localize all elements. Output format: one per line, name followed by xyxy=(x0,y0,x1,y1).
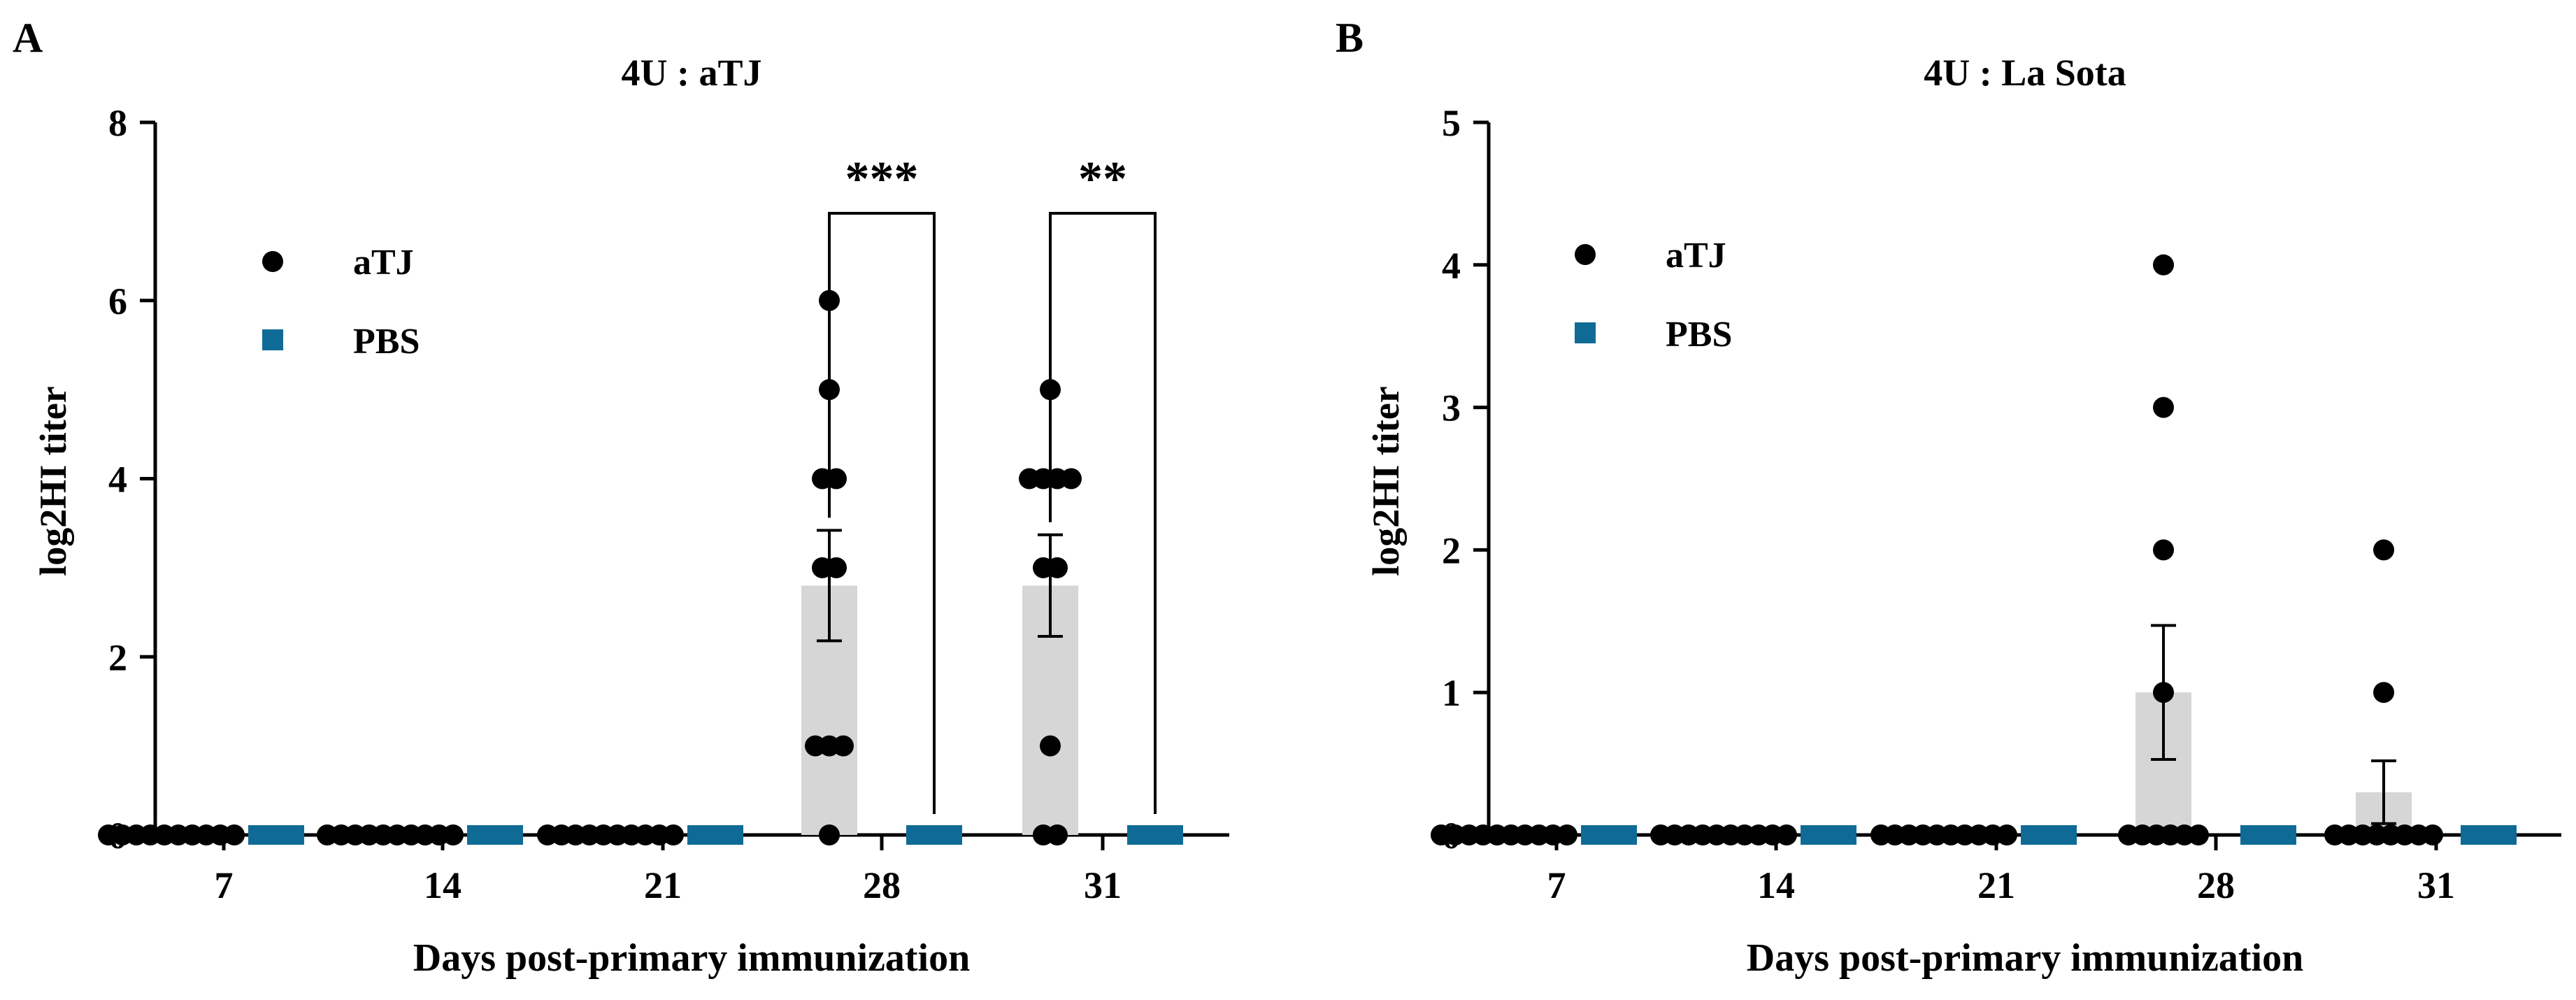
significance-bracket xyxy=(1049,212,1157,814)
panel-a-legend: aTJ PBS xyxy=(262,243,420,362)
point-atj xyxy=(443,824,464,845)
panel-a-label: A xyxy=(13,15,43,61)
legend-pbs-marker xyxy=(1575,322,1596,343)
point-atj xyxy=(826,557,847,578)
point-atj xyxy=(2153,254,2174,276)
x-tick-label: 31 xyxy=(2417,864,2455,906)
point-pbs xyxy=(1801,825,1856,845)
panel-b-plot: 012345714212831 xyxy=(1431,102,2561,906)
legend-atj-label: aTJ xyxy=(1666,236,1726,276)
panel-a-title: 4U : aTJ xyxy=(622,52,762,94)
y-tick-label: 4 xyxy=(108,459,127,501)
point-pbs xyxy=(1581,825,1637,845)
point-atj xyxy=(2422,824,2443,845)
legend-atj-marker xyxy=(262,251,283,272)
point-atj xyxy=(1047,824,1068,845)
y-tick-label: 2 xyxy=(1442,529,1461,571)
y-tick-label: 1 xyxy=(1442,672,1461,714)
x-tick-label: 7 xyxy=(1547,864,1566,906)
y-tick-label: 2 xyxy=(108,636,127,678)
point-atj xyxy=(2153,539,2174,561)
panel-b-title: 4U : La Sota xyxy=(1924,52,2126,94)
x-tick-label: 28 xyxy=(863,864,901,906)
panel-b-ylabel: log2HI titer xyxy=(1365,386,1407,576)
y-tick-label: 4 xyxy=(1442,245,1461,287)
point-atj xyxy=(1557,824,1577,845)
y-tick-label: 3 xyxy=(1442,387,1461,429)
point-atj xyxy=(833,735,854,757)
point-pbs xyxy=(467,825,523,845)
panel-b-legend: aTJ PBS xyxy=(1575,236,1732,355)
point-atj xyxy=(1040,735,1061,757)
x-tick-label: 21 xyxy=(1977,864,2015,906)
point-pbs xyxy=(248,825,304,845)
significance-label: *** xyxy=(845,152,919,206)
point-atj xyxy=(2188,824,2209,845)
x-tick-label: 21 xyxy=(644,864,682,906)
legend-atj-marker xyxy=(1575,244,1596,265)
point-atj xyxy=(1047,557,1068,578)
legend-atj-label: aTJ xyxy=(353,243,414,283)
point-atj xyxy=(2373,682,2394,703)
panel-a-plot: 02468714212831***** xyxy=(98,102,1229,906)
x-tick-label: 7 xyxy=(215,864,234,906)
x-tick-label: 14 xyxy=(1757,864,1795,906)
point-atj xyxy=(224,824,245,845)
significance-label: ** xyxy=(1078,152,1127,206)
panel-a-xlabel: Days post-primary immunization xyxy=(413,936,970,980)
panel-b: B 4U : La Sota Days post-primary immuniz… xyxy=(1336,15,2561,980)
legend-pbs-label: PBS xyxy=(353,322,420,362)
x-tick-label: 14 xyxy=(424,864,461,906)
panel-a: A 4U : aTJ Days post-primary immunizatio… xyxy=(13,15,1229,980)
point-atj xyxy=(2373,539,2394,561)
y-tick-label: 8 xyxy=(108,102,127,144)
point-atj xyxy=(1996,824,2017,845)
point-atj xyxy=(1776,824,1797,845)
y-tick-label: 5 xyxy=(1442,102,1461,144)
point-atj xyxy=(2153,397,2174,418)
point-pbs xyxy=(2461,825,2517,845)
point-pbs xyxy=(2240,825,2296,845)
point-atj xyxy=(826,468,847,490)
significance-bracket xyxy=(828,212,936,814)
panel-b-label: B xyxy=(1336,15,1364,61)
y-tick-label: 6 xyxy=(108,280,127,322)
x-tick-label: 31 xyxy=(1084,864,1122,906)
legend-pbs-label: PBS xyxy=(1666,315,1732,355)
x-tick-label: 28 xyxy=(2197,864,2235,906)
panel-b-xlabel: Days post-primary immunization xyxy=(1747,936,2303,980)
point-pbs xyxy=(1127,825,1183,845)
legend-pbs-marker xyxy=(262,329,283,350)
point-atj xyxy=(1061,468,1082,490)
point-pbs xyxy=(906,825,962,845)
panel-a-ylabel: log2HI titer xyxy=(32,386,74,576)
point-pbs xyxy=(687,825,743,845)
point-atj xyxy=(663,824,684,845)
point-pbs xyxy=(2021,825,2077,845)
point-atj xyxy=(819,824,840,845)
